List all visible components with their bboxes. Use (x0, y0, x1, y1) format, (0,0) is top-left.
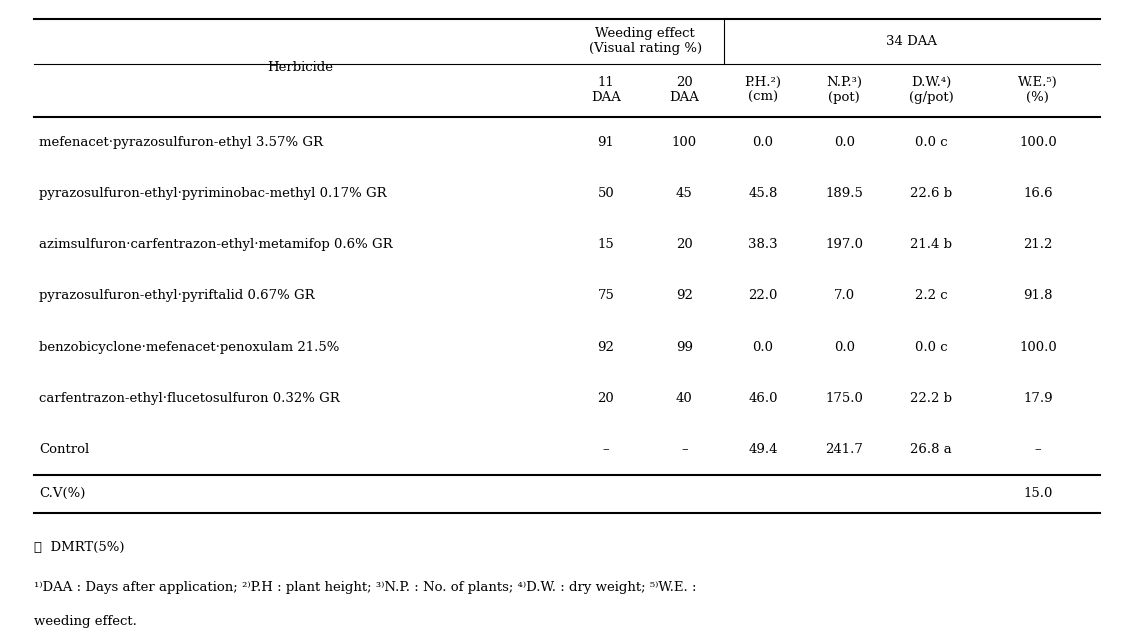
Text: 26.8 a: 26.8 a (910, 443, 953, 456)
Text: 45: 45 (677, 187, 692, 200)
Text: 75: 75 (597, 289, 615, 303)
Text: 197.0: 197.0 (826, 238, 863, 251)
Text: 17.9: 17.9 (1023, 392, 1052, 405)
Text: W.E.⁵)
(%): W.E.⁵) (%) (1018, 76, 1058, 104)
Text: 21.2: 21.2 (1023, 238, 1052, 251)
Text: 0.0: 0.0 (834, 341, 855, 353)
Text: ¹⁾DAA : Days after application; ²⁾P.H : plant height; ³⁾N.P. : No. of plants; ⁴⁾: ¹⁾DAA : Days after application; ²⁾P.H : … (34, 581, 696, 594)
Text: Weeding effect
(Visual rating %): Weeding effect (Visual rating %) (589, 27, 701, 55)
Text: 21.4 b: 21.4 b (910, 238, 953, 251)
Text: P.H.²)
(cm): P.H.²) (cm) (745, 76, 781, 104)
Text: 40: 40 (677, 392, 692, 405)
Text: 92: 92 (675, 289, 693, 303)
Text: C.V(%): C.V(%) (39, 487, 85, 501)
Text: 91: 91 (597, 136, 615, 149)
Text: 38.3: 38.3 (748, 238, 778, 251)
Text: 99: 99 (675, 341, 693, 353)
Text: N.P.³)
(pot): N.P.³) (pot) (826, 76, 863, 104)
Text: 49.4: 49.4 (748, 443, 778, 456)
Text: 20: 20 (677, 238, 692, 251)
Text: 46.0: 46.0 (748, 392, 778, 405)
Text: 0.0: 0.0 (753, 341, 773, 353)
Text: mefenacet·pyrazosulfuron-ethyl 3.57% GR: mefenacet·pyrazosulfuron-ethyl 3.57% GR (39, 136, 323, 149)
Text: 50: 50 (598, 187, 614, 200)
Text: 100.0: 100.0 (1019, 136, 1057, 149)
Text: 34 DAA: 34 DAA (886, 35, 937, 48)
Text: Herbicide: Herbicide (267, 61, 333, 74)
Text: pyrazosulfuron-ethyl·pyriftalid 0.67% GR: pyrazosulfuron-ethyl·pyriftalid 0.67% GR (39, 289, 315, 303)
Text: 175.0: 175.0 (826, 392, 863, 405)
Text: azimsulfuron·carfentrazon-ethyl·metamifop 0.6% GR: azimsulfuron·carfentrazon-ethyl·metamifo… (39, 238, 393, 251)
Text: 15: 15 (598, 238, 614, 251)
Text: 241.7: 241.7 (826, 443, 863, 456)
Text: 15.0: 15.0 (1023, 487, 1052, 501)
Text: 7.0: 7.0 (834, 289, 855, 303)
Text: 22.2 b: 22.2 b (910, 392, 953, 405)
Text: 45.8: 45.8 (748, 187, 778, 200)
Text: 20
DAA: 20 DAA (670, 76, 699, 104)
Text: 0.0 c: 0.0 c (914, 341, 948, 353)
Text: 100.0: 100.0 (1019, 341, 1057, 353)
Text: 0.0: 0.0 (753, 136, 773, 149)
Text: 11
DAA: 11 DAA (591, 76, 620, 104)
Text: 100: 100 (672, 136, 697, 149)
Text: 16.6: 16.6 (1023, 187, 1052, 200)
Text: 91.8: 91.8 (1023, 289, 1052, 303)
Text: benzobicyclone·mefenacet·penoxulam 21.5%: benzobicyclone·mefenacet·penoxulam 21.5% (39, 341, 340, 353)
Text: –: – (603, 443, 609, 456)
Text: 2.2 c: 2.2 c (914, 289, 948, 303)
Text: pyrazosulfuron-ethyl·pyriminobac-methyl 0.17% GR: pyrazosulfuron-ethyl·pyriminobac-methyl … (39, 187, 387, 200)
Text: –: – (1034, 443, 1041, 456)
Text: 0.0 c: 0.0 c (914, 136, 948, 149)
Text: ※  DMRT(5%): ※ DMRT(5%) (34, 540, 125, 554)
Text: D.W.⁴)
(g/pot): D.W.⁴) (g/pot) (909, 76, 954, 104)
Text: Control: Control (39, 443, 90, 456)
Text: 22.0: 22.0 (748, 289, 778, 303)
Text: 0.0: 0.0 (834, 136, 855, 149)
Text: weeding effect.: weeding effect. (34, 615, 137, 628)
Text: 189.5: 189.5 (826, 187, 863, 200)
Text: 20: 20 (598, 392, 614, 405)
Text: carfentrazon-ethyl·flucetosulfuron 0.32% GR: carfentrazon-ethyl·flucetosulfuron 0.32%… (39, 392, 340, 405)
Text: 22.6 b: 22.6 b (910, 187, 953, 200)
Text: 92: 92 (597, 341, 615, 353)
Text: –: – (681, 443, 688, 456)
